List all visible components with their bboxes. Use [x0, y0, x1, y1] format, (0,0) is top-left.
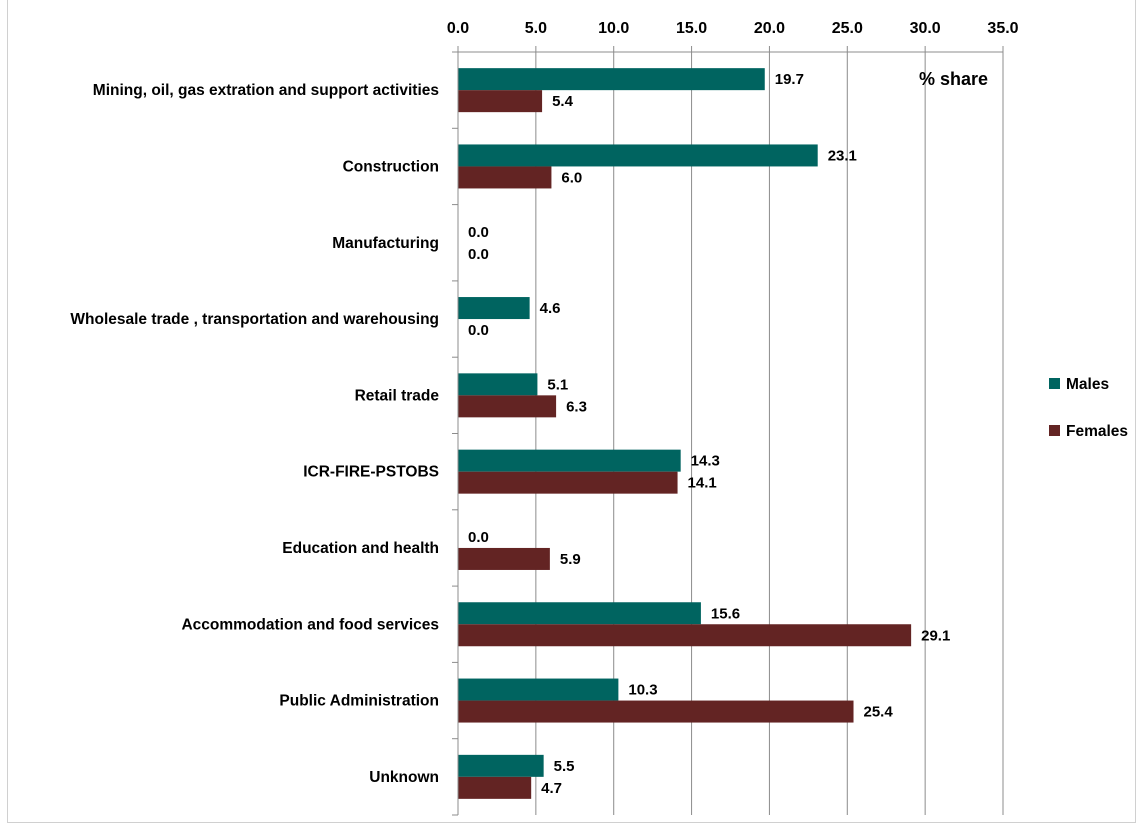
- category-label: Public Administration: [279, 693, 439, 710]
- labels: 0.0 5.0 10.0 15.0 20.0 25.0 30.0 35.0 Mining, oi…: [70, 20, 1018, 797]
- data-label: 0.0: [468, 322, 489, 339]
- data-label: 25.4: [864, 704, 894, 721]
- x-tick-label: 5.0: [525, 20, 547, 37]
- data-label: 10.3: [628, 682, 657, 699]
- unit-label: % share: [919, 69, 988, 89]
- data-label: 5.1: [547, 376, 568, 393]
- category-label: Mining, oil, gas extration and support a…: [93, 82, 439, 99]
- category-label: ICR-FIRE-PSTOBS: [303, 464, 439, 481]
- x-tick-label: 35.0: [987, 20, 1018, 37]
- bar-females: [458, 395, 557, 418]
- chart-frame: [7, 0, 1136, 823]
- bar-females: [458, 776, 532, 799]
- bar-females: [458, 547, 550, 570]
- data-label: 0.0: [468, 224, 489, 241]
- data-label: 14.3: [691, 453, 720, 470]
- bar-males: [458, 449, 681, 472]
- data-label: 23.1: [828, 147, 857, 164]
- legend-swatch-males: [1049, 378, 1060, 389]
- data-label: 0.0: [468, 246, 489, 263]
- legend-label-males: Males: [1066, 376, 1109, 393]
- category-label: Unknown: [369, 769, 439, 786]
- x-tick-label: 0.0: [447, 20, 469, 37]
- data-label: 5.4: [552, 93, 574, 110]
- data-label: 15.6: [711, 605, 740, 622]
- legend-label-females: Females: [1066, 423, 1128, 440]
- data-label: 14.1: [688, 475, 717, 492]
- legend-swatch-females: [1049, 425, 1060, 436]
- data-label: 19.7: [775, 71, 804, 88]
- category-label: Wholesale trade , transportation and war…: [70, 311, 439, 328]
- bar-females: [458, 166, 552, 189]
- bar-females: [458, 624, 912, 647]
- x-tick-label: 15.0: [676, 20, 707, 37]
- category-label: Construction: [343, 158, 439, 175]
- bar-males: [458, 602, 701, 625]
- bar-males: [458, 754, 544, 777]
- category-label: Manufacturing: [332, 235, 439, 252]
- legend: Males Females: [1049, 376, 1128, 440]
- data-label: 5.9: [560, 551, 581, 568]
- bar-females: [458, 700, 854, 723]
- x-tick-label: 20.0: [754, 20, 785, 37]
- data-label: 6.3: [566, 398, 587, 415]
- bar-males: [458, 678, 619, 701]
- bars: [458, 68, 912, 799]
- category-label: Education and health: [282, 540, 439, 557]
- bar-males: [458, 68, 765, 91]
- x-tick-label: 25.0: [832, 20, 863, 37]
- category-label: Accommodation and food services: [181, 616, 439, 633]
- data-label: 4.6: [540, 300, 561, 317]
- bar-males: [458, 297, 530, 320]
- bar-males: [458, 373, 538, 396]
- bar-females: [458, 90, 543, 113]
- data-label: 29.1: [921, 627, 950, 644]
- data-label: 4.7: [541, 780, 562, 797]
- x-tick-label: 30.0: [910, 20, 941, 37]
- x-tick-label: 10.0: [598, 20, 629, 37]
- data-label: 5.5: [554, 758, 575, 775]
- axes: [452, 46, 1004, 816]
- data-label: 6.0: [561, 169, 582, 186]
- data-label: 0.0: [468, 529, 489, 546]
- bar-females: [458, 471, 678, 494]
- bar-males: [458, 144, 818, 167]
- category-label: Retail trade: [355, 387, 440, 404]
